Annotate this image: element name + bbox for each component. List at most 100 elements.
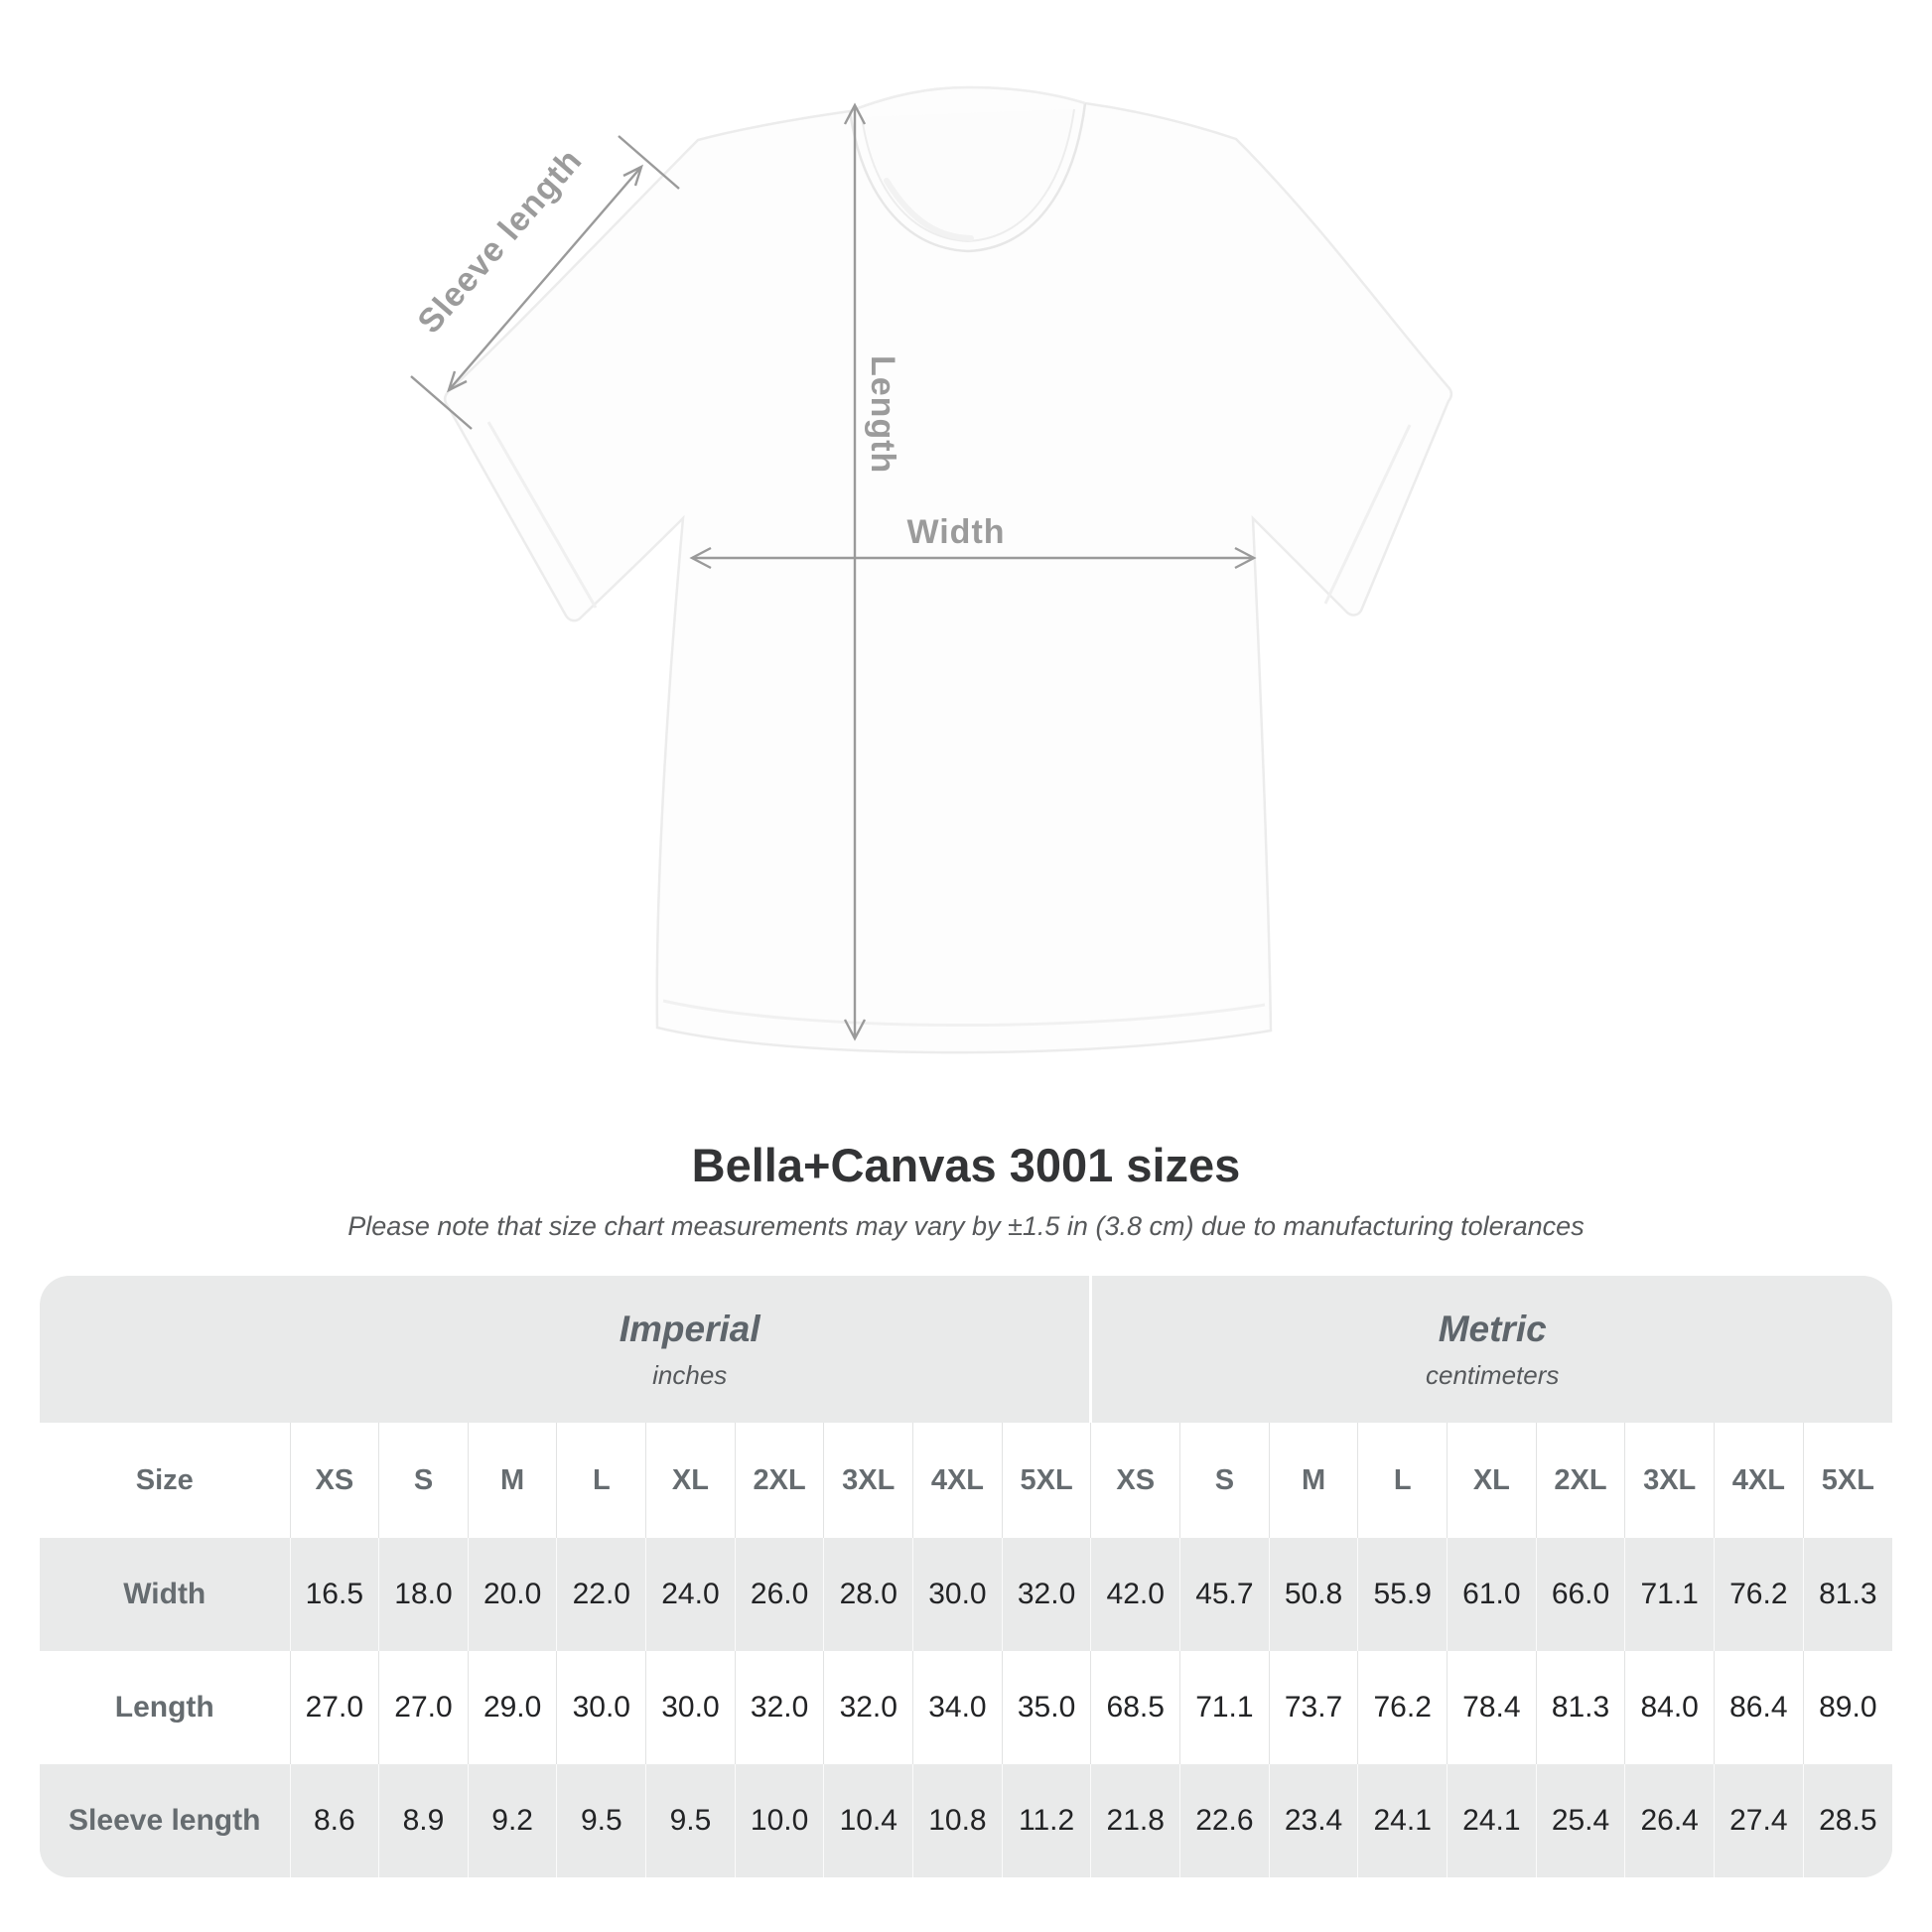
table-cell: 71.1 <box>1624 1538 1715 1651</box>
table-cell: 27.0 <box>378 1651 469 1764</box>
table-cell: 27.4 <box>1714 1764 1804 1877</box>
size-col-header: XL <box>1447 1423 1537 1538</box>
table-cell: 84.0 <box>1624 1651 1715 1764</box>
table-cell: 28.5 <box>1802 1764 1892 1877</box>
table-cell: 32.0 <box>823 1651 913 1764</box>
imperial-group-header: Imperial inches <box>290 1276 1091 1423</box>
table-cell: 20.0 <box>467 1538 557 1651</box>
table-cell: 10.0 <box>734 1764 824 1877</box>
metric-unit: centimeters <box>1426 1359 1560 1390</box>
sleeve-length-row: Sleeve length 8.6 8.9 9.2 9.5 9.5 10.0 1… <box>40 1764 1892 1877</box>
right-cuff-seam <box>1323 424 1412 605</box>
tolerance-note: Please note that size chart measurements… <box>347 1211 1585 1241</box>
size-table: Imperial inches Metric centimeters Size … <box>40 1276 1892 1877</box>
table-cell: 22.6 <box>1179 1764 1270 1877</box>
corner-cell <box>40 1276 290 1423</box>
table-cell: 26.4 <box>1624 1764 1715 1877</box>
table-cell: 78.4 <box>1447 1651 1537 1764</box>
metric-group-header: Metric centimeters <box>1089 1276 1892 1423</box>
table-cell: 45.7 <box>1179 1538 1270 1651</box>
table-cell: 35.0 <box>1001 1651 1091 1764</box>
table-cell: 10.4 <box>823 1764 913 1877</box>
page-title: Bella+Canvas 3001 sizes <box>691 1139 1241 1191</box>
tshirt-measurement-diagram: Length Width Sleeve length <box>410 85 1453 1054</box>
dimension-arrows <box>410 102 1257 1041</box>
tshirt-body <box>443 85 1453 1054</box>
table-cell: 89.0 <box>1802 1651 1892 1764</box>
table-cell: 28.0 <box>823 1538 913 1651</box>
table-cell: 50.8 <box>1268 1538 1358 1651</box>
metric-title: Metric <box>1438 1308 1547 1349</box>
length-arrow <box>843 102 867 1041</box>
size-col-header: 3XL <box>1624 1423 1715 1538</box>
tshirt-illustration <box>443 85 1453 1054</box>
table-cell: 8.9 <box>378 1764 469 1877</box>
table-cell: 9.5 <box>556 1764 646 1877</box>
table-cell: 9.2 <box>467 1764 557 1877</box>
table-cell: 30.0 <box>912 1538 1003 1651</box>
size-col-header: S <box>378 1423 469 1538</box>
unit-header-row: Imperial inches Metric centimeters <box>40 1276 1892 1423</box>
imperial-title: Imperial <box>619 1308 760 1349</box>
size-header-row: Size XS S M L XL 2XL 3XL 4XL 5XL XS S M … <box>40 1423 1892 1538</box>
table-cell: 42.0 <box>1090 1538 1180 1651</box>
table-cell: 34.0 <box>912 1651 1003 1764</box>
row-label-sleeve-length: Sleeve length <box>40 1764 290 1877</box>
size-col-header: 3XL <box>823 1423 913 1538</box>
table-cell: 24.0 <box>645 1538 736 1651</box>
left-cuff-seam <box>486 421 598 609</box>
table-cell: 55.9 <box>1357 1538 1448 1651</box>
size-col-header: 2XL <box>734 1423 824 1538</box>
collar-inner <box>861 108 1075 243</box>
table-cell: 30.0 <box>645 1651 736 1764</box>
table-cell: 30.0 <box>556 1651 646 1764</box>
length-row: Length 27.0 27.0 29.0 30.0 30.0 32.0 32.… <box>40 1651 1892 1764</box>
table-cell: 76.2 <box>1357 1651 1448 1764</box>
size-col-header: 5XL <box>1802 1423 1892 1538</box>
imperial-unit: inches <box>652 1359 728 1390</box>
table-cell: 9.5 <box>645 1764 736 1877</box>
size-col-header: M <box>1268 1423 1358 1538</box>
size-col-header: 4XL <box>912 1423 1003 1538</box>
table-cell: 24.1 <box>1357 1764 1448 1877</box>
width-row: Width 16.5 18.0 20.0 22.0 24.0 26.0 28.0… <box>40 1538 1892 1651</box>
size-col-header: L <box>1357 1423 1448 1538</box>
table-cell: 26.0 <box>734 1538 824 1651</box>
size-col-header: 4XL <box>1714 1423 1804 1538</box>
size-col-header: L <box>556 1423 646 1538</box>
size-row-label: Size <box>40 1423 290 1538</box>
table-cell: 10.8 <box>912 1764 1003 1877</box>
table-cell: 68.5 <box>1090 1651 1180 1764</box>
collar-top-rim <box>849 85 1086 112</box>
size-col-header: XL <box>645 1423 736 1538</box>
row-label-length: Length <box>40 1651 290 1764</box>
table-cell: 71.1 <box>1179 1651 1270 1764</box>
table-cell: 18.0 <box>378 1538 469 1651</box>
row-label-width: Width <box>40 1538 290 1651</box>
size-col-header: XS <box>1090 1423 1180 1538</box>
table-cell: 32.0 <box>1001 1538 1091 1651</box>
table-cell: 81.3 <box>1535 1651 1625 1764</box>
table-cell: 86.4 <box>1714 1651 1804 1764</box>
width-label: Width <box>906 513 1005 551</box>
table-cell: 24.1 <box>1447 1764 1537 1877</box>
collar-outer <box>848 102 1087 253</box>
collar-shadow <box>884 178 974 241</box>
table-cell: 61.0 <box>1447 1538 1537 1651</box>
table-cell: 23.4 <box>1268 1764 1358 1877</box>
table-cell: 81.3 <box>1802 1538 1892 1651</box>
width-arrow <box>689 546 1257 570</box>
table-cell: 16.5 <box>289 1538 379 1651</box>
table-cell: 27.0 <box>289 1651 379 1764</box>
table-cell: 21.8 <box>1090 1764 1180 1877</box>
table-cell: 76.2 <box>1714 1538 1804 1651</box>
size-table-container: Imperial inches Metric centimeters Size … <box>40 1276 1892 1877</box>
table-cell: 8.6 <box>289 1764 379 1877</box>
hem-seam <box>662 999 1266 1028</box>
size-col-header: XS <box>289 1423 379 1538</box>
table-cell: 25.4 <box>1535 1764 1625 1877</box>
table-cell: 66.0 <box>1535 1538 1625 1651</box>
size-col-header: S <box>1179 1423 1270 1538</box>
sleeve-length-arrow <box>410 135 680 430</box>
